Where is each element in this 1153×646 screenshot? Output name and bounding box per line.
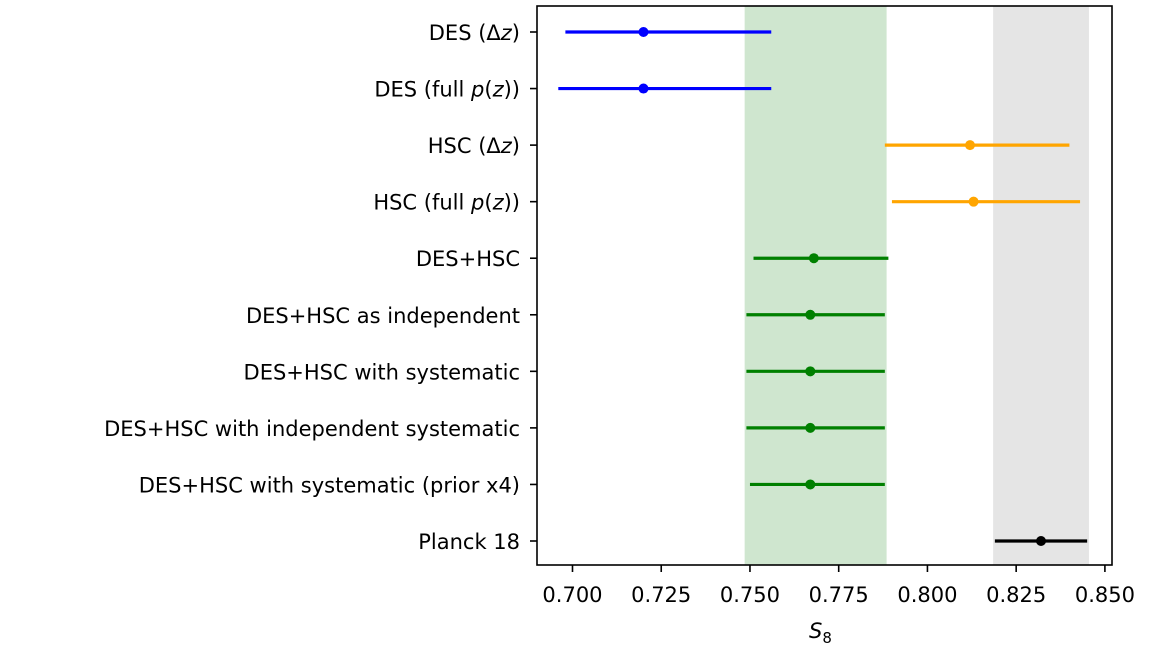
y-axis-ticks: DES (Δz) DES (full p(z)) HSC (Δz) HSC (full… (104, 21, 537, 554)
y-tick-label: DES+HSC with systematic (prior x4) (139, 473, 520, 497)
x-tick-label: 0.700 (542, 583, 602, 607)
data-point (805, 479, 816, 490)
data-point (965, 140, 976, 151)
shaded-bands (744, 6, 1089, 565)
x-axis-label: S8 (809, 619, 832, 646)
x-tick-label: 0.850 (1075, 583, 1135, 607)
plot-frame (536, 5, 1113, 566)
y-tick-label: Planck 18 (418, 530, 520, 554)
y-tick-label: DES+HSC with independent systematic (104, 417, 520, 441)
error-bar-2 (558, 83, 772, 94)
y-tick-label: HSC (Δz) (428, 134, 520, 158)
data-point (968, 196, 979, 207)
error-bar-9 (749, 479, 885, 490)
shaded-band-1 (744, 6, 887, 565)
data-point (1036, 536, 1047, 546)
error-bar-3 (884, 140, 1070, 151)
data-point (808, 253, 819, 264)
data-point (638, 27, 649, 37)
x-axis-ticks: 0.700 0.725 0.750 0.775 0.800 0.825 0.850 (542, 565, 1135, 607)
data-point (805, 309, 816, 320)
x-tick-label: 0.800 (897, 583, 957, 607)
y-tick-label: DES (Δz) (429, 21, 520, 45)
error-bar-4 (891, 196, 1081, 207)
error-bar-7 (746, 366, 885, 377)
shaded-band-2 (993, 6, 1089, 565)
error-bar-5 (753, 253, 889, 264)
x-tick-label: 0.825 (986, 583, 1046, 607)
x-tick-label: 0.725 (631, 583, 691, 607)
y-tick-label: DES+HSC with systematic (244, 360, 520, 384)
error-bar-8 (746, 422, 885, 433)
x-tick-label: 0.775 (809, 583, 869, 607)
y-tick-label: DES+HSC (416, 247, 520, 271)
data-point (805, 366, 816, 377)
data-point (805, 422, 816, 433)
x-tick-label: 0.750 (720, 583, 780, 607)
y-tick-label: DES+HSC as independent (246, 304, 520, 328)
data-point (638, 83, 649, 94)
y-tick-label: DES (full p(z)) (374, 78, 520, 102)
error-bar-10 (994, 536, 1088, 546)
error-bars (558, 27, 1088, 546)
error-bar-1 (565, 27, 772, 37)
error-bar-6 (746, 309, 885, 320)
y-tick-label: HSC (full p(z)) (373, 191, 520, 215)
